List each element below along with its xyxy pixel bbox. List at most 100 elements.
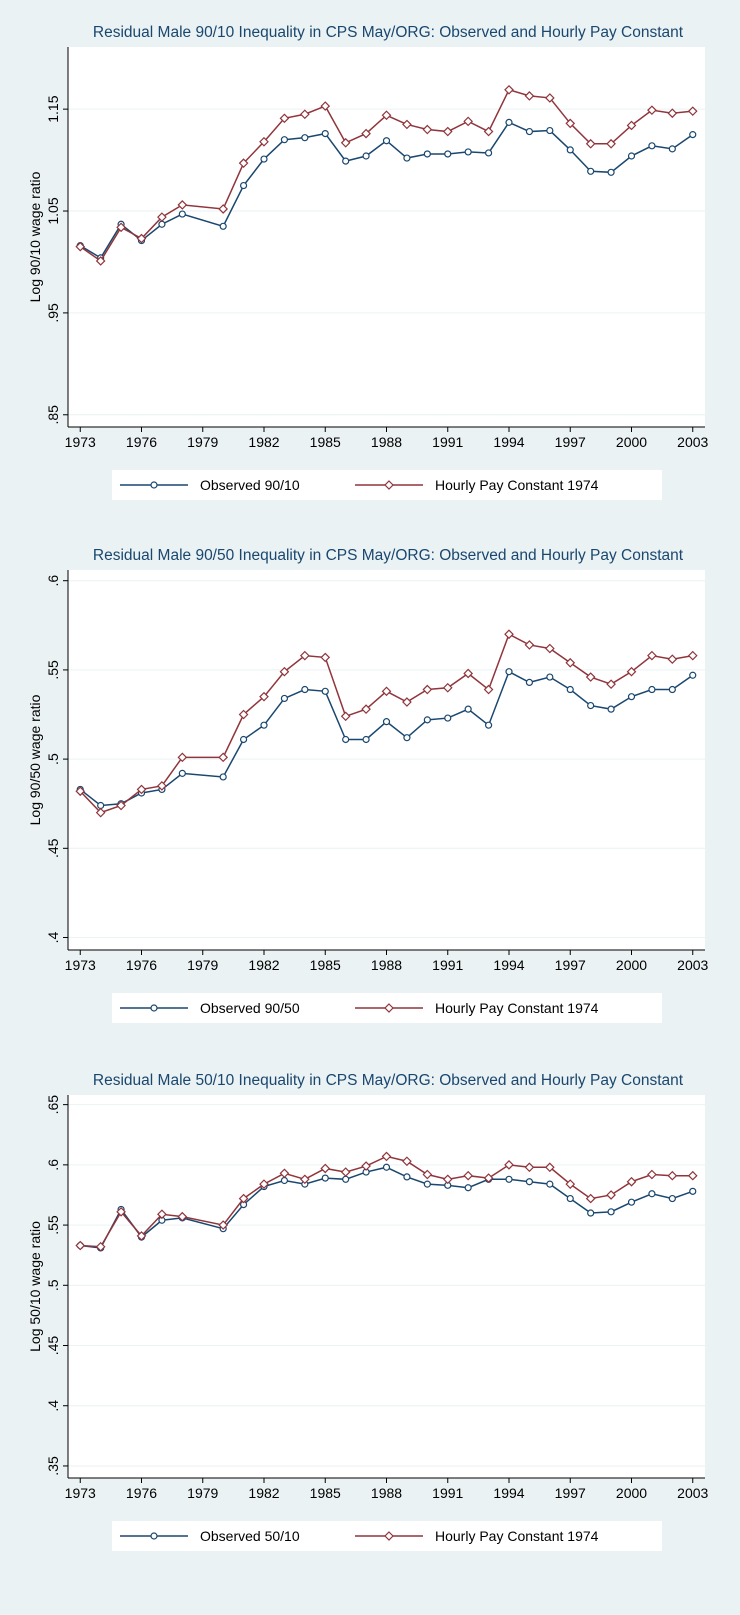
- x-tick-label: 2003: [677, 1485, 708, 1501]
- marker: [585, 138, 596, 149]
- marker: [687, 1170, 698, 1181]
- marker: [299, 1174, 310, 1185]
- marker: [238, 1193, 249, 1204]
- marker: [444, 150, 452, 158]
- marker: [218, 752, 229, 763]
- marker: [362, 152, 370, 160]
- x-tick-label: 1991: [432, 434, 463, 450]
- marker: [150, 481, 158, 489]
- marker: [566, 1194, 574, 1203]
- x-tick-label: 1982: [248, 1485, 279, 1501]
- marker: [279, 113, 290, 124]
- marker: [280, 1176, 289, 1185]
- y-tick-label: .55: [45, 660, 61, 680]
- marker: [647, 650, 657, 661]
- marker: [361, 1161, 371, 1171]
- marker: [403, 1173, 411, 1181]
- x-tick-label: 2003: [677, 434, 708, 450]
- y-axis-title: Log 50/10 wage ratio: [27, 1221, 43, 1352]
- marker: [116, 800, 126, 811]
- marker: [280, 136, 289, 144]
- plot-area: [68, 47, 705, 427]
- marker: [524, 1162, 535, 1173]
- marker: [647, 105, 657, 116]
- x-tick-label: 1997: [555, 957, 586, 973]
- marker: [342, 157, 350, 165]
- marker: [384, 1003, 394, 1013]
- x-tick-label: 1976: [126, 957, 157, 973]
- marker: [75, 1240, 86, 1251]
- marker: [422, 1169, 433, 1180]
- marker: [524, 91, 535, 101]
- marker: [95, 807, 106, 818]
- marker: [382, 1163, 391, 1171]
- marker: [157, 212, 167, 222]
- marker: [689, 671, 697, 679]
- marker: [444, 714, 452, 722]
- marker: [320, 652, 331, 663]
- marker: [546, 673, 554, 681]
- marker: [423, 150, 431, 158]
- marker: [279, 666, 290, 677]
- marker: [321, 687, 329, 695]
- x-tick-label: 1991: [432, 1485, 463, 1501]
- marker: [381, 110, 392, 121]
- marker: [626, 666, 637, 677]
- y-axis-title: Log 90/10 wage ratio: [27, 171, 43, 302]
- marker: [177, 1211, 188, 1222]
- x-tick-label: 1973: [65, 434, 96, 450]
- y-tick-label: .4: [45, 1400, 61, 1412]
- marker: [566, 685, 574, 694]
- x-tick-label: 1979: [187, 957, 218, 973]
- x-tick-label: 1973: [65, 957, 96, 973]
- y-tick-label: .85: [45, 405, 61, 425]
- marker: [667, 654, 678, 665]
- x-tick-label: 1976: [126, 434, 157, 450]
- marker: [75, 786, 86, 797]
- x-tick-label: 1982: [248, 957, 279, 973]
- marker: [299, 109, 310, 120]
- marker: [647, 1169, 657, 1180]
- marker: [423, 1180, 431, 1188]
- marker: [320, 1163, 331, 1174]
- marker: [280, 694, 289, 703]
- marker: [382, 718, 391, 726]
- y-tick-label: .55: [45, 1215, 61, 1235]
- x-tick-label: 1973: [65, 1485, 96, 1501]
- y-tick-label: .95: [45, 303, 61, 323]
- marker: [403, 154, 411, 162]
- marker: [382, 137, 391, 145]
- y-tick-label: .5: [45, 1279, 61, 1291]
- marker: [627, 1198, 636, 1206]
- chart-panel: Residual Male 90/10 Inequality in CPS Ma…: [27, 24, 709, 500]
- marker: [321, 129, 329, 138]
- marker: [504, 84, 514, 95]
- marker: [525, 678, 534, 686]
- y-tick-label: .5: [45, 753, 61, 765]
- marker: [546, 126, 554, 135]
- marker: [687, 650, 698, 661]
- marker: [463, 668, 474, 679]
- marker: [95, 1241, 106, 1252]
- marker: [95, 256, 106, 266]
- marker: [504, 629, 514, 640]
- marker: [260, 155, 268, 163]
- marker: [483, 684, 494, 695]
- marker: [546, 1180, 554, 1188]
- marker: [384, 1531, 394, 1541]
- x-tick-label: 1997: [555, 434, 586, 450]
- marker: [606, 138, 616, 149]
- chart-title: Residual Male 90/50 Inequality in CPS Ma…: [93, 547, 684, 564]
- x-tick-label: 1988: [371, 957, 402, 973]
- marker: [422, 684, 433, 695]
- x-tick-label: 2000: [616, 1485, 647, 1501]
- marker: [607, 168, 615, 176]
- y-tick-label: .4: [45, 931, 61, 943]
- y-tick-label: .6: [45, 1159, 61, 1171]
- marker: [483, 126, 494, 137]
- marker: [565, 657, 576, 668]
- marker: [178, 769, 186, 777]
- marker: [463, 1170, 474, 1181]
- marker: [464, 1184, 472, 1192]
